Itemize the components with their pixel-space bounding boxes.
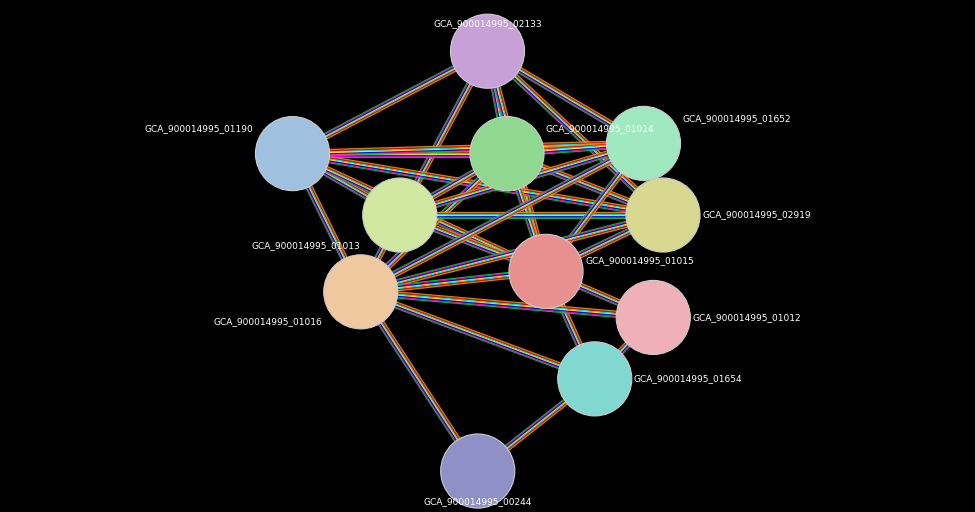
Ellipse shape (450, 14, 525, 88)
Ellipse shape (255, 117, 330, 190)
Text: GCA_900014995_00244: GCA_900014995_00244 (423, 497, 532, 506)
Ellipse shape (558, 342, 632, 416)
Ellipse shape (363, 178, 437, 252)
Text: GCA_900014995_01014: GCA_900014995_01014 (546, 124, 654, 133)
Ellipse shape (626, 178, 700, 252)
Text: GCA_900014995_01654: GCA_900014995_01654 (634, 374, 742, 383)
Text: GCA_900014995_01190: GCA_900014995_01190 (144, 124, 254, 133)
Text: GCA_900014995_02919: GCA_900014995_02919 (702, 210, 810, 220)
Ellipse shape (606, 106, 681, 180)
Ellipse shape (441, 434, 515, 508)
Ellipse shape (324, 255, 398, 329)
Text: GCA_900014995_01016: GCA_900014995_01016 (213, 317, 322, 327)
Text: GCA_900014995_01012: GCA_900014995_01012 (692, 313, 800, 322)
Text: GCA_900014995_01013: GCA_900014995_01013 (252, 241, 361, 250)
Text: GCA_900014995_01652: GCA_900014995_01652 (682, 114, 791, 123)
Ellipse shape (616, 281, 690, 354)
Text: GCA_900014995_01015: GCA_900014995_01015 (585, 257, 694, 266)
Ellipse shape (470, 117, 544, 190)
Ellipse shape (509, 234, 583, 308)
Text: GCA_900014995_02133: GCA_900014995_02133 (433, 19, 542, 28)
